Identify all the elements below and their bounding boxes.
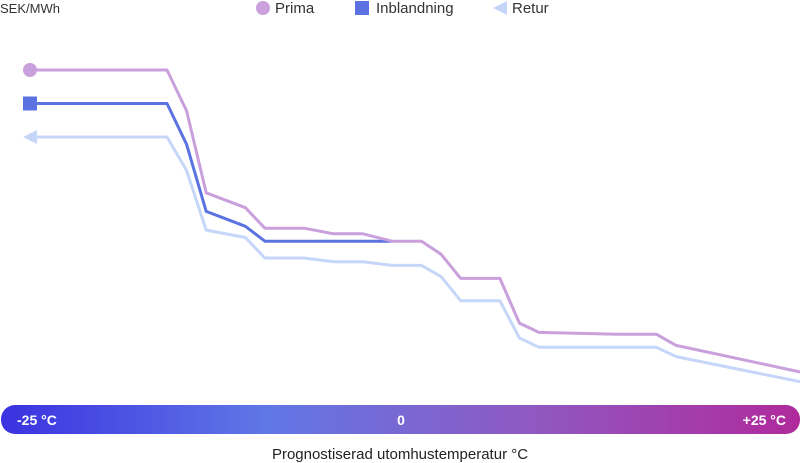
legend-marker-retur: [493, 1, 507, 15]
series-marker-retur[interactable]: [23, 130, 37, 144]
legend-marker-inblandning: [355, 1, 369, 15]
legend-label-inblandning: Inblandning: [376, 0, 454, 17]
legend-label-prima: Prima: [275, 0, 315, 17]
legend-item-retur[interactable]: Retur: [493, 0, 549, 17]
temperature-gradient-bar: [1, 405, 800, 434]
legend: Prima Inblandning Retur: [256, 0, 549, 17]
y-axis-unit: SEK/MWh: [0, 1, 60, 16]
legend-label-retur: Retur: [512, 0, 549, 17]
legend-item-prima[interactable]: Prima: [256, 0, 315, 17]
temperature-axis-bar: -25 °C 0 +25 °C: [1, 405, 800, 434]
series-marker-inblandning[interactable]: [23, 96, 37, 111]
series-line-retur[interactable]: [30, 135, 800, 405]
plot-area: [23, 63, 800, 405]
legend-item-inblandning[interactable]: Inblandning: [355, 0, 454, 17]
tick-label-min: -25 °C: [17, 412, 57, 428]
series-line-prima[interactable]: [30, 68, 800, 405]
tick-label-zero: 0: [397, 412, 405, 428]
series-line-inblandning[interactable]: [30, 102, 393, 243]
legend-marker-prima: [256, 1, 270, 15]
series-marker-prima[interactable]: [23, 63, 37, 77]
tick-label-max: +25 °C: [743, 412, 786, 428]
x-axis-title: Prognostiserad utomhustemperatur °C: [272, 446, 528, 463]
